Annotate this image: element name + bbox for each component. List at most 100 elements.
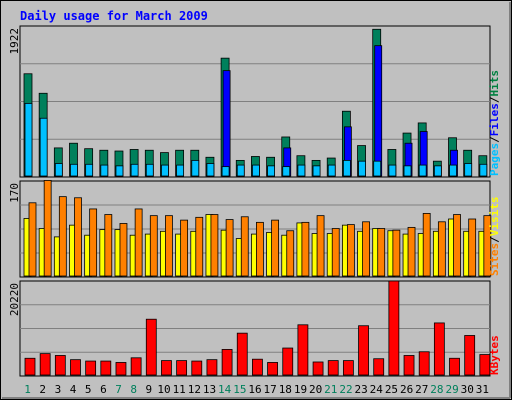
- bar-kbytes-day-29: [449, 357, 460, 376]
- bar-pages-day-11: [176, 164, 185, 177]
- bar-kbytes-day-8: [130, 357, 142, 376]
- bar-pages-day-5: [85, 163, 94, 177]
- bar-kbytes-day-14: [221, 349, 233, 376]
- bar-sites-day-31: [483, 215, 492, 277]
- bar-pages-day-10: [161, 164, 169, 177]
- day-label-2: 2: [39, 383, 46, 396]
- bar-kbytes-day-2: [39, 353, 51, 376]
- bar-kbytes-day-7: [115, 362, 127, 376]
- bar-files-day-14: [222, 70, 231, 177]
- bar-kbytes-day-26: [403, 355, 415, 376]
- bar-pages-day-17: [267, 165, 275, 177]
- axis-label-part: /: [488, 236, 501, 243]
- chart-title: Daily usage for March 2009: [20, 9, 208, 23]
- series-axis-label: Sites/Visits: [488, 197, 501, 277]
- bar-sites-day-1: [28, 202, 37, 277]
- bar-pages-day-4: [70, 163, 78, 177]
- bar-pages-day-30: [464, 163, 473, 177]
- panel-kbytes: 20220 KBytes: [8, 280, 501, 377]
- day-label-24: 24: [370, 383, 384, 396]
- bar-sites-day-6: [104, 214, 113, 277]
- day-label-31: 31: [476, 383, 489, 396]
- day-label-21: 21: [324, 383, 337, 396]
- bar-pages-day-19: [297, 164, 306, 177]
- bar-kbytes-day-6: [100, 360, 112, 376]
- ymax-label: 170: [8, 183, 21, 203]
- bar-pages-day-9: [145, 163, 154, 177]
- bar-sites-day-10: [165, 215, 173, 277]
- bar-pages-day-8: [130, 163, 139, 177]
- bar-sites-day-13: [210, 214, 219, 277]
- bar-pages-day-1: [24, 103, 33, 177]
- bar-sites-day-4: [74, 197, 82, 277]
- bar-pages-day-29: [449, 164, 457, 177]
- axis-label-part: Hits: [488, 70, 501, 97]
- bar-sites-day-20: [316, 215, 325, 277]
- bar-sites-day-19: [301, 221, 310, 277]
- bar-pages-day-27: [418, 164, 427, 177]
- bar-kbytes-day-1: [24, 357, 36, 376]
- bar-sites-day-22: [346, 224, 355, 277]
- bar-sites-day-18: [286, 230, 295, 277]
- bar-sites-day-7: [119, 223, 128, 277]
- ymax-label: 20220: [8, 283, 21, 316]
- day-label-18: 18: [279, 383, 292, 396]
- bar-pages-day-21: [327, 164, 336, 177]
- bar-pages-day-16: [252, 164, 260, 177]
- bar-sites-day-15: [240, 216, 249, 277]
- axis-label-part: Files: [488, 103, 501, 136]
- bar-pages-day-20: [312, 165, 321, 177]
- bar-sites-day-5: [89, 208, 98, 277]
- bar-sites-day-28: [437, 221, 446, 277]
- day-labels: 1 2 3 4 5 6 7 8 9 10 11 12 13 14 15 16 17 18 19 20 21 22 23 24 2…: [24, 383, 489, 396]
- bar-pages-day-24: [373, 160, 382, 177]
- bar-pages-day-28: [433, 165, 442, 177]
- bar-pages-day-22: [342, 159, 351, 177]
- day-label-9: 9: [146, 383, 153, 396]
- bar-files-day-24: [374, 45, 383, 177]
- bar-kbytes-day-18: [282, 347, 294, 376]
- bar-sites-day-24: [377, 228, 386, 277]
- axis-label-part: KBytes: [488, 335, 501, 375]
- bar-pages-day-12: [191, 159, 200, 177]
- bar-kbytes-day-17: [267, 362, 278, 376]
- bar-kbytes-day-24: [373, 358, 385, 376]
- bar-sites-day-26: [407, 226, 416, 277]
- bar-pages-day-2: [39, 117, 48, 177]
- bar-sites-day-29: [453, 214, 461, 277]
- bar-kbytes-day-13: [206, 359, 218, 376]
- day-label-6: 6: [100, 383, 107, 396]
- day-label-25: 25: [385, 383, 398, 396]
- bar-pages-day-7: [115, 165, 124, 177]
- bar-sites-day-27: [422, 213, 431, 277]
- bar-pages-day-23: [358, 160, 366, 177]
- bar-pages-day-14: [221, 166, 230, 177]
- panel-visits-sites: 170 Sites/Visits: [8, 180, 501, 278]
- day-label-11: 11: [173, 383, 186, 396]
- day-label-4: 4: [70, 383, 77, 396]
- day-label-8: 8: [130, 383, 137, 396]
- axis-label-part: Visits: [488, 197, 501, 237]
- day-label-23: 23: [355, 383, 368, 396]
- chart-panels: 1922Pages/Files/Hits170Sites/Visits20220…: [8, 25, 501, 377]
- bar-pages-day-15: [236, 164, 245, 177]
- bar-sites-day-8: [134, 208, 143, 277]
- bar-pages-day-31: [479, 163, 488, 177]
- bar-kbytes-day-25: [388, 280, 400, 376]
- day-label-1: 1: [24, 383, 31, 396]
- bar-sites-day-21: [331, 228, 340, 277]
- bar-kbytes-day-12: [191, 360, 203, 376]
- day-label-28: 28: [430, 383, 443, 396]
- bar-kbytes-day-22: [342, 360, 354, 376]
- day-label-14: 14: [218, 383, 232, 396]
- bar-kbytes-day-23: [358, 325, 369, 376]
- day-label-26: 26: [400, 383, 413, 396]
- bar-sites-day-30: [468, 218, 477, 277]
- day-label-30: 30: [461, 383, 474, 396]
- axis-label-part: /: [488, 136, 501, 143]
- bar-sites-day-17: [271, 219, 279, 277]
- bar-pages-day-18: [282, 166, 291, 177]
- series-axis-label: Pages/Files/Hits: [488, 70, 501, 176]
- day-label-16: 16: [248, 383, 261, 396]
